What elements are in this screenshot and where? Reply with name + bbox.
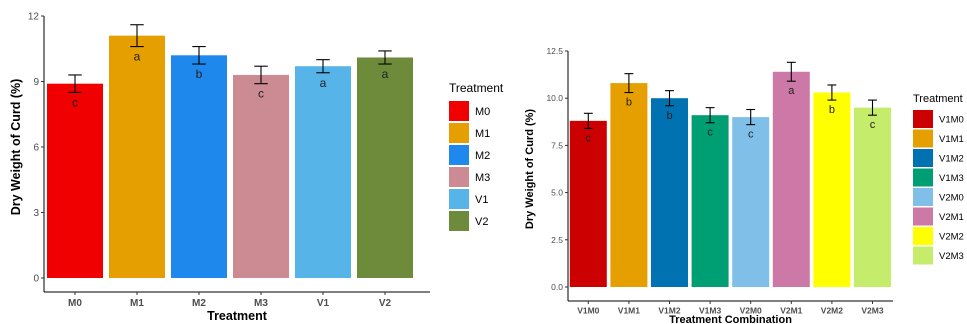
x-tick-label: V2 bbox=[379, 298, 392, 309]
legend-title: Treatment bbox=[913, 93, 963, 105]
significance-letter: c bbox=[748, 129, 754, 141]
significance-letter: b bbox=[626, 97, 632, 109]
x-tick-label: V1M1 bbox=[618, 306, 640, 316]
significance-letter: a bbox=[320, 76, 327, 90]
x-tick-label: M1 bbox=[130, 298, 144, 309]
y-axis-title: Dry Weight of Curd (%) bbox=[524, 109, 536, 230]
legend-label: M1 bbox=[475, 128, 490, 140]
legend-label: V1M0 bbox=[939, 114, 964, 125]
y-tick-label: 12 bbox=[28, 12, 40, 23]
bar-v2m1 bbox=[772, 71, 810, 287]
significance-letter: b bbox=[196, 67, 203, 81]
legend-title: Treatment bbox=[449, 81, 504, 95]
bar-m2 bbox=[171, 55, 227, 278]
bar-m1 bbox=[109, 35, 165, 279]
y-tick-label: 9 bbox=[33, 77, 39, 88]
bar-v2m0 bbox=[732, 117, 770, 287]
y-tick-label: 5.0 bbox=[551, 188, 563, 198]
legend-swatch bbox=[913, 188, 933, 206]
x-tick-label: M2 bbox=[192, 298, 206, 309]
legend-swatch bbox=[913, 110, 933, 128]
legend-label: V2M0 bbox=[939, 192, 964, 203]
legend-label: V2M2 bbox=[939, 231, 964, 242]
legend-swatch bbox=[449, 189, 469, 209]
significance-letter: a bbox=[134, 50, 141, 64]
y-axis-title: Dry Weight of Curd (%) bbox=[9, 79, 23, 216]
legend-swatch bbox=[449, 101, 469, 121]
legend-swatch bbox=[449, 145, 469, 165]
bar-v1 bbox=[295, 66, 351, 278]
chart-2: 0.0 2.5 5.0 7.5 10.0 12.5 c V1M0 b V1M1 b V1M2 c V1M3… bbox=[524, 46, 964, 324]
legend-swatch bbox=[449, 167, 469, 187]
legend-swatch bbox=[913, 227, 933, 245]
significance-letter: c bbox=[707, 127, 713, 139]
y-tick-label: 7.5 bbox=[551, 140, 563, 150]
x-tick-label: V2M1 bbox=[780, 306, 802, 316]
legend-label: V1M3 bbox=[939, 173, 964, 184]
y-tick-label: 3 bbox=[33, 208, 39, 219]
legend-swatch bbox=[913, 207, 933, 226]
bar-v1m1 bbox=[610, 83, 648, 287]
bar-v2m3 bbox=[854, 107, 891, 287]
x-axis-title: Treatment bbox=[207, 309, 268, 323]
significance-letter: a bbox=[382, 67, 389, 81]
legend-label: M3 bbox=[475, 172, 490, 184]
significance-letter: c bbox=[870, 119, 876, 131]
legend-swatch bbox=[913, 149, 933, 167]
x-axis-title: Treatment Combination bbox=[669, 314, 792, 324]
significance-letter: c bbox=[586, 132, 592, 144]
bar-v1m2 bbox=[651, 98, 688, 287]
chart-1: 0 3 6 9 12 c M0 a M1 b M2 c M3 a V1 a V2 Treatment Dry Wei… bbox=[9, 12, 504, 324]
y-tick-label: 0 bbox=[33, 274, 39, 285]
bar-m0 bbox=[47, 83, 103, 278]
x-tick-label: M3 bbox=[254, 298, 268, 309]
significance-letter: c bbox=[258, 87, 264, 101]
legend-swatch bbox=[449, 211, 469, 231]
y-tick-label: 12.5 bbox=[546, 46, 563, 56]
significance-letter: c bbox=[72, 95, 78, 109]
legend-swatch bbox=[913, 168, 933, 187]
legend-label: V1M1 bbox=[939, 134, 964, 145]
y-tick-label: 10.0 bbox=[546, 93, 563, 103]
bar-v1m3 bbox=[691, 115, 729, 287]
x-tick-label: M0 bbox=[68, 298, 82, 309]
legend-label: M0 bbox=[475, 106, 490, 118]
legend-swatch bbox=[913, 129, 933, 148]
legend-swatch bbox=[913, 246, 933, 265]
y-tick-label: 2.5 bbox=[551, 235, 563, 245]
significance-letter: b bbox=[829, 104, 835, 116]
bar-v2m2 bbox=[813, 92, 851, 287]
bar-v1m0 bbox=[569, 120, 607, 287]
x-tick-label: V2M3 bbox=[861, 306, 883, 316]
y-tick-label: 6 bbox=[33, 143, 39, 154]
significance-letter: b bbox=[666, 110, 672, 122]
x-tick-label: V1 bbox=[317, 298, 330, 309]
legend-label: V2 bbox=[475, 216, 488, 228]
legend-swatch bbox=[449, 123, 469, 143]
x-tick-label: V1M2 bbox=[658, 306, 680, 316]
legend-label: V1 bbox=[475, 194, 488, 206]
legend-label: V1M2 bbox=[939, 153, 964, 164]
legend-label: V2M1 bbox=[939, 212, 964, 223]
y-tick-label: 0.0 bbox=[551, 282, 563, 292]
bar-m3 bbox=[233, 74, 289, 278]
legend-label: V2M3 bbox=[939, 251, 964, 262]
significance-letter: a bbox=[788, 85, 795, 97]
x-tick-label: V2M2 bbox=[821, 306, 843, 316]
legend-label: M2 bbox=[475, 150, 490, 162]
bar-v2 bbox=[357, 57, 413, 278]
x-tick-label: V1M0 bbox=[577, 306, 599, 316]
x-tick-label: V1M3 bbox=[699, 306, 721, 316]
x-tick-label: V2M0 bbox=[740, 306, 762, 316]
